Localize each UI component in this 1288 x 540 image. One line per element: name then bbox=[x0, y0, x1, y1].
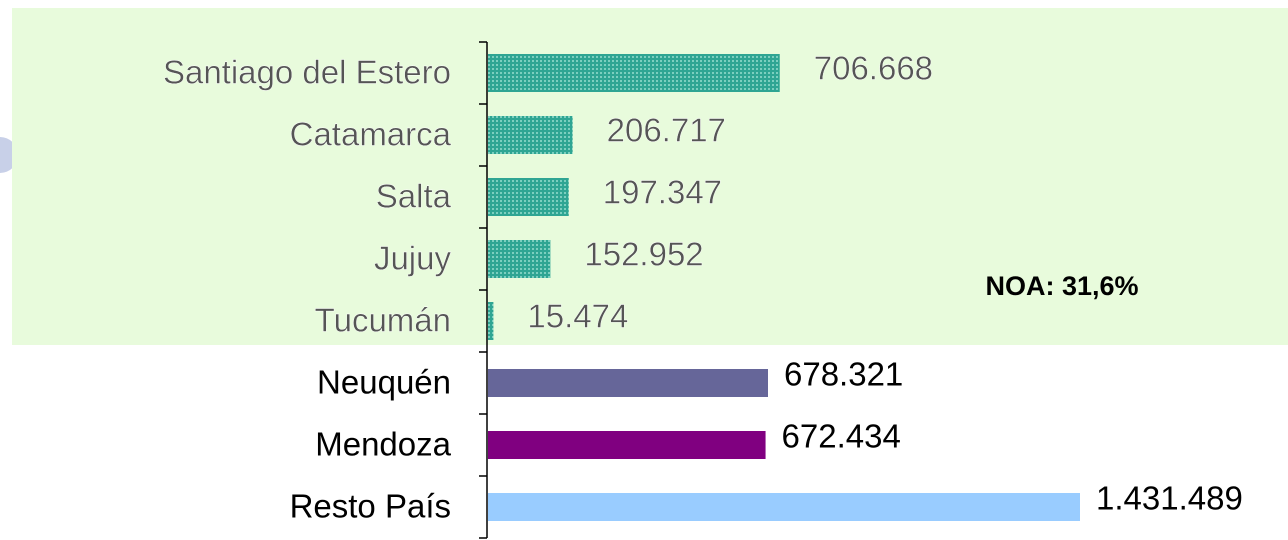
bar bbox=[488, 178, 569, 216]
y-tick-label: Santiago del Estero bbox=[163, 54, 451, 91]
data-label: 678.321 bbox=[784, 356, 903, 393]
bar bbox=[488, 302, 494, 340]
y-tick-label: Mendoza bbox=[315, 426, 451, 463]
data-label: 706.668 bbox=[814, 50, 933, 87]
data-label: 206.717 bbox=[607, 112, 726, 149]
bar bbox=[488, 431, 766, 459]
y-tick-label: Catamarca bbox=[290, 116, 452, 153]
y-tick-label: Tucumán bbox=[315, 302, 451, 339]
y-tick-label: Salta bbox=[376, 178, 452, 215]
data-label: 15.474 bbox=[527, 298, 628, 335]
bar bbox=[488, 493, 1080, 521]
y-tick-label: Jujuy bbox=[374, 240, 452, 277]
bar bbox=[488, 116, 573, 154]
bar bbox=[488, 369, 768, 397]
y-tick-label: Resto País bbox=[290, 488, 451, 525]
bar bbox=[488, 240, 551, 278]
data-label: 672.434 bbox=[782, 418, 901, 455]
data-label: 197.347 bbox=[603, 174, 722, 211]
data-label: 1.431.489 bbox=[1096, 480, 1243, 517]
annotation: NOA: 31,6% bbox=[985, 271, 1138, 301]
y-tick-label: Neuquén bbox=[317, 364, 451, 401]
data-label: 152.952 bbox=[584, 236, 703, 273]
bar bbox=[488, 54, 780, 92]
